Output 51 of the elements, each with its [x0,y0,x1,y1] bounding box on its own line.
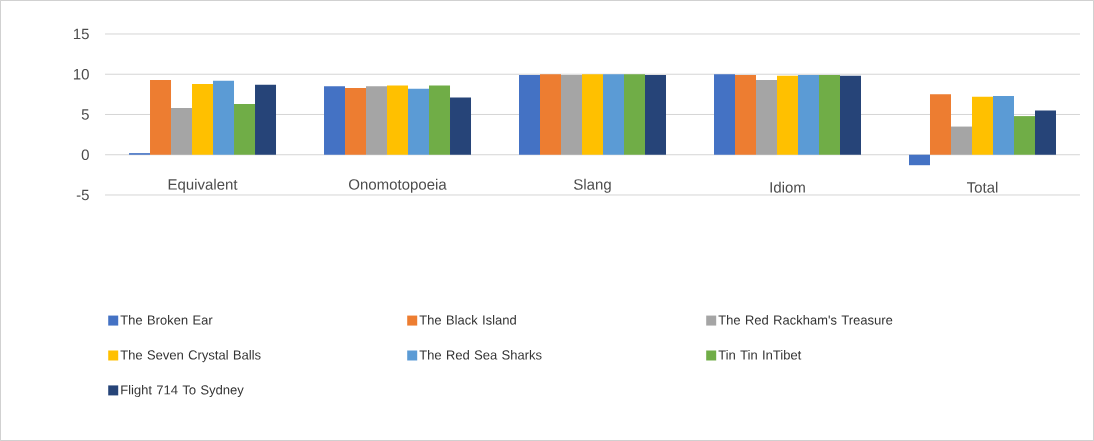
bar [624,74,646,155]
bar [777,75,798,155]
bar [819,75,840,155]
bar [192,83,214,155]
x-tick-label: Onomotopoeia [349,178,447,193]
bar [798,75,819,155]
bar [1035,110,1056,155]
x-tick-label: Total [966,181,998,193]
x-tick-label: Slang [574,178,611,193]
bar [345,87,367,155]
x-tick-label: Equivalent [168,178,238,193]
y-tick-label: -5 [76,189,89,201]
bar [519,75,541,155]
legend-label: The Black Island [419,315,516,325]
y-tick-label: 15 [73,28,89,40]
y-tick-label: 5 [81,109,89,120]
bar [324,86,346,155]
bar [930,94,951,155]
bar [909,154,930,166]
legend-label: The Seven Crystal Balls [120,350,261,363]
y-tick-label: 0 [81,149,89,161]
legend-label: Tin Tin InTibet [718,350,802,360]
bar [213,80,235,155]
bar [645,75,667,155]
bar [408,88,430,155]
bar [429,85,451,155]
bar [561,75,583,155]
x-tick-label: Idiom [770,181,805,193]
bar [972,96,993,155]
bar [366,86,388,155]
legend-label: The Red Sea Sharks [419,350,542,360]
bar [993,95,1014,155]
bar [387,85,409,155]
bar [450,97,472,155]
y-tick-label: 10 [73,68,89,80]
bar [714,74,735,155]
legend-label: The Red Rackham's Treasure [718,315,893,325]
bar [840,75,861,155]
bar [150,79,172,155]
bar [756,79,777,155]
bar [255,84,277,155]
bar [234,104,256,155]
bar [540,74,562,155]
bar [582,74,604,155]
legend-label: The Broken Ear [120,315,213,325]
bar [735,75,756,155]
bar [951,126,972,155]
bar [603,74,625,155]
bar [1014,116,1035,155]
legend-label: Flight 714 To Sydney [121,384,244,398]
bar [171,108,193,155]
